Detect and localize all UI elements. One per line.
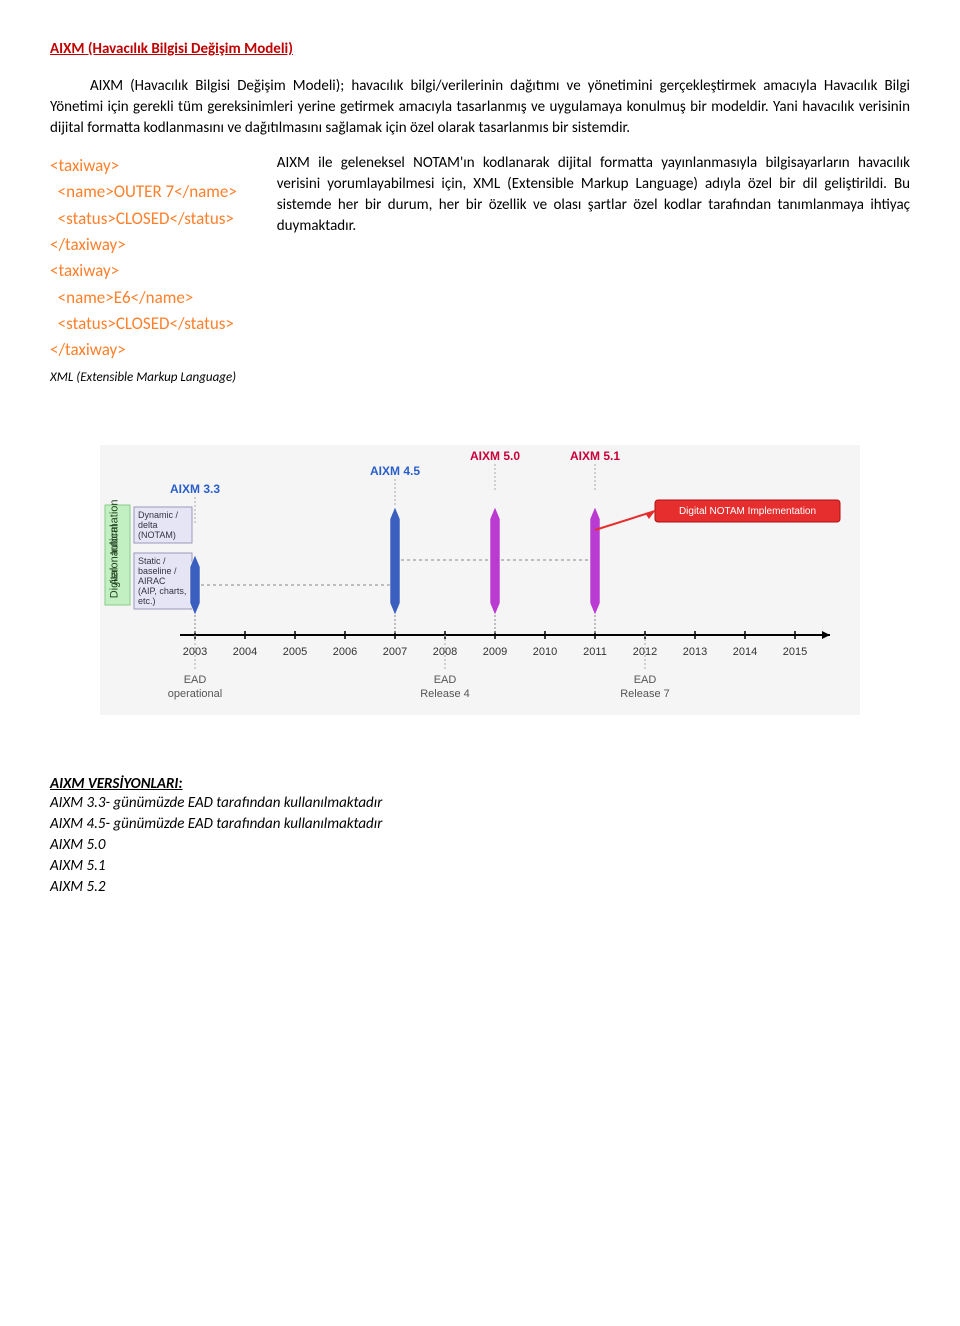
xml-code-block: <taxiway> <name>OUTER 7</name> <status>C… [50,153,237,364]
versions-line: AIXM 3.3- günümüzde EAD tarafından kulla… [50,793,910,814]
xml-caption: XML (Extensible Markup Language) [50,370,237,385]
xml-line: <name>E6</name> [50,287,193,308]
svg-text:2011: 2011 [583,646,607,658]
svg-text:Digital NOTAM Implementation: Digital NOTAM Implementation [679,506,816,517]
svg-text:AIXM 3.3: AIXM 3.3 [170,482,220,496]
svg-text:operational: operational [168,688,222,700]
description-paragraph: AIXM ile geleneksel NOTAM'ın kodlanarak … [277,153,910,385]
svg-text:(AIP, charts,: (AIP, charts, [138,586,186,596]
two-column-section: <taxiway> <name>OUTER 7</name> <status>C… [50,153,910,385]
xml-line: <status>CLOSED</status> [50,313,234,334]
svg-text:2010: 2010 [533,646,557,658]
svg-text:2014: 2014 [733,646,757,658]
svg-text:AIXM 4.5: AIXM 4.5 [370,464,420,478]
svg-text:AIXM 5.0: AIXM 5.0 [470,449,520,463]
svg-text:EAD: EAD [634,674,657,686]
svg-text:(NOTAM): (NOTAM) [138,530,176,540]
versions-section: AIXM VERSİYONLARI: AIXM 3.3- günümüzde E… [50,775,910,898]
xml-line: <status>CLOSED</status> [50,208,234,229]
xml-line: </taxiway> [50,234,126,255]
svg-text:2015: 2015 [783,646,807,658]
svg-text:etc.): etc.) [138,596,156,606]
versions-title: AIXM VERSİYONLARI: [50,775,910,793]
intro-paragraph: AIXM (Havacılık Bilgisi Değişim Modeli);… [50,76,910,139]
xml-line: <taxiway> [50,260,119,281]
svg-text:EAD: EAD [434,674,457,686]
versions-line: AIXM 4.5- günümüzde EAD tarafından kulla… [50,814,910,835]
svg-text:AIRAC: AIRAC [138,576,166,586]
svg-text:Release 7: Release 7 [620,688,670,700]
versions-line: AIXM 5.2 [50,877,910,898]
svg-text:baseline /: baseline / [138,566,177,576]
versions-line: AIXM 5.0 [50,835,910,856]
svg-text:AIXM 5.1: AIXM 5.1 [570,449,620,463]
svg-text:2006: 2006 [333,646,357,658]
svg-text:Static /: Static / [138,556,166,566]
svg-text:2009: 2009 [483,646,507,658]
svg-text:2013: 2013 [683,646,707,658]
svg-text:EAD: EAD [184,674,207,686]
svg-text:2007: 2007 [383,646,407,658]
svg-text:Release 4: Release 4 [420,688,470,700]
svg-text:delta: delta [138,520,158,530]
versions-list: AIXM 3.3- günümüzde EAD tarafından kulla… [50,793,910,898]
svg-text:Information: Information [109,499,121,554]
xml-column: <taxiway> <name>OUTER 7</name> <status>C… [50,153,237,385]
timeline-chart: DigitalAeronauticalInformationDynamic /d… [100,445,860,715]
svg-text:2005: 2005 [283,646,307,658]
xml-line: <taxiway> [50,155,119,176]
xml-line: </taxiway> [50,339,126,360]
svg-text:Dynamic /: Dynamic / [138,510,179,520]
xml-line: <name>OUTER 7</name> [50,181,237,202]
page-title: AIXM (Havacılık Bilgisi Değişim Modeli) [50,40,910,58]
versions-line: AIXM 5.1 [50,856,910,877]
timeline-svg: DigitalAeronauticalInformationDynamic /d… [100,445,860,715]
svg-text:2004: 2004 [233,646,257,658]
